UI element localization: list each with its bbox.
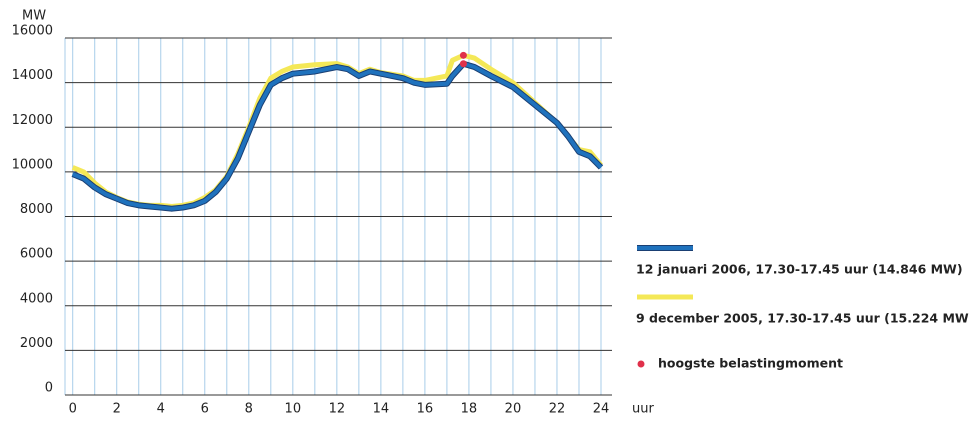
y-tick-label: 16000 [12, 24, 53, 39]
x-tick-label: 10 [285, 402, 302, 417]
x-tick-label: 4 [157, 402, 165, 417]
y-tick-label: 4000 [20, 291, 53, 306]
x-tick-label: 24 [593, 402, 610, 417]
y-tick-label: 0 [45, 381, 53, 396]
y-tick-label: 14000 [12, 68, 53, 83]
x-tick-label: 6 [201, 402, 209, 417]
legend-label: 9 december 2005, 17.30-17.45 uur (15.224… [636, 311, 969, 326]
legend-label: hoogste belastingmoment [658, 356, 843, 371]
x-tick-label: 0 [69, 402, 77, 417]
y-tick-label: 12000 [12, 113, 53, 128]
legend-label: 12 januari 2006, 17.30-17.45 uur (14.846… [636, 262, 963, 277]
x-tick-label: 14 [373, 402, 390, 417]
x-tick-label: 16 [417, 402, 434, 417]
x-tick-label: 12 [329, 402, 346, 417]
y-tick-label: 8000 [20, 202, 53, 217]
y-tick-label: 10000 [12, 157, 53, 172]
x-tick-label: 22 [549, 402, 566, 417]
x-tick-label: 2 [113, 402, 121, 417]
series-line [71, 61, 603, 211]
legend-peak-dot [637, 360, 645, 368]
y-tick-label: 2000 [20, 336, 53, 351]
x-axis-label: uur [632, 402, 654, 417]
peak-marker [459, 51, 467, 59]
peak-marker [459, 60, 467, 68]
y-tick-label: 6000 [20, 247, 53, 262]
x-tick-label: 18 [461, 402, 478, 417]
x-tick-label: 8 [245, 402, 253, 417]
y-axis-label: MW [22, 9, 46, 24]
x-tick-label: 20 [505, 402, 522, 417]
